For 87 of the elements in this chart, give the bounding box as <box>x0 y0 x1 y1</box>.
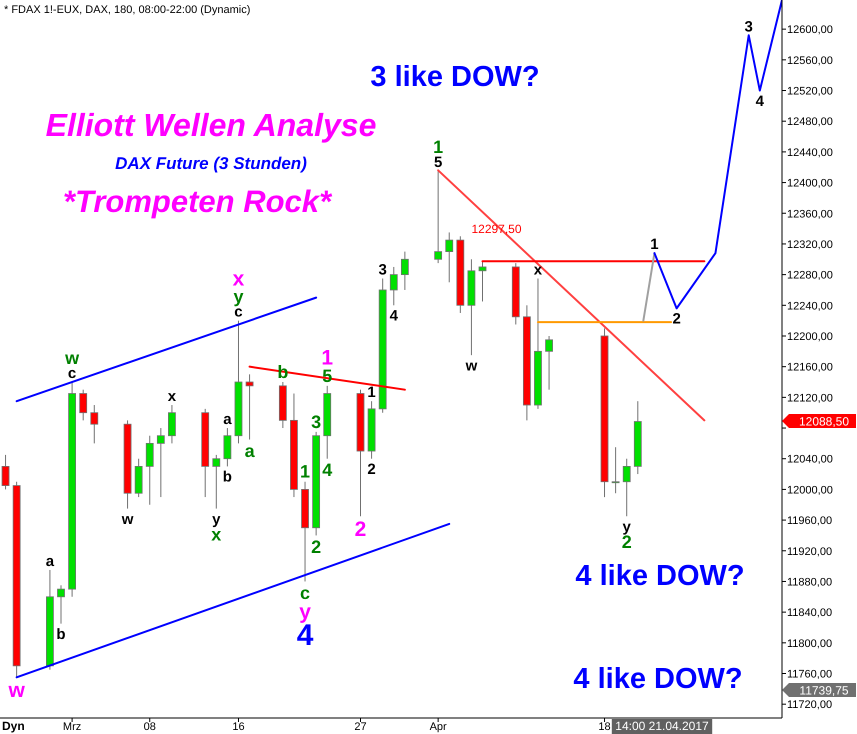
annotation: 1 <box>300 462 310 482</box>
annotation: b <box>222 468 232 486</box>
annotation: w <box>7 679 26 702</box>
annotation: 1 <box>433 136 444 157</box>
annotation: *Trompeten Rock* <box>62 184 334 219</box>
annotation: 4 like DOW? <box>573 663 743 695</box>
y-tick-label: 11840,00 <box>787 607 832 620</box>
annotation: w <box>120 510 134 528</box>
y-tick-label: 12280,00 <box>787 270 833 282</box>
y-tick-label: 12520,00 <box>787 86 833 98</box>
line-series <box>653 0 782 310</box>
candlestick <box>212 454 220 510</box>
candlestick <box>622 458 631 517</box>
annotation: a <box>46 552 55 570</box>
text: Elliott Wellen Analyse <box>46 107 376 143</box>
y-tick-label: 12240,00 <box>787 300 833 312</box>
annotation: 3 <box>744 18 753 36</box>
candlestick <box>223 428 232 467</box>
annotation: 4 <box>390 308 399 325</box>
candlestick <box>90 404 98 444</box>
annotation: x <box>168 388 177 406</box>
x-tick-label: Mrz <box>62 721 82 733</box>
text: 11739,75 <box>799 684 849 698</box>
x-tick-label: Apr <box>430 721 448 733</box>
annotation: 3 like DOW? <box>370 61 540 93</box>
x-tick-label: 27 <box>354 721 367 733</box>
annotation: 4 <box>756 92 765 110</box>
annotation: c <box>68 365 76 382</box>
y-tick-label: 12360,00 <box>787 208 833 220</box>
candlestick <box>400 251 409 290</box>
y-tick-label: 12200,00 <box>787 330 833 343</box>
candlestick <box>434 170 442 264</box>
annotation: * FDAX 1!-EUX, DAX, 180, 08:00-22:00 (Dynamic) <box>4 4 250 16</box>
annotation: a <box>223 411 232 428</box>
text: 12088,50 <box>798 414 850 428</box>
x-tick-label: 16 <box>232 721 245 733</box>
candlestick <box>146 435 154 506</box>
text: 14:00 21.04.2017 <box>615 719 710 733</box>
candlestick <box>57 584 65 624</box>
candlestick <box>156 428 165 498</box>
y-tick-label: 11760,00 <box>787 668 832 681</box>
candlestick <box>478 260 486 302</box>
y-tick-label: 12480,00 <box>787 116 833 128</box>
y-tick-label: 12600,00 <box>787 24 833 36</box>
annotation: 5 <box>434 154 442 172</box>
y-tick-label: 12440,00 <box>787 146 833 159</box>
annotation: 4 like DOW? <box>575 560 745 592</box>
y-tick-label: 11800,00 <box>787 638 832 650</box>
y-tick-label: 12160,00 <box>787 362 833 374</box>
y-tick-label: 11720,00 <box>787 699 832 712</box>
candlestick <box>168 404 176 444</box>
annotation: 1 <box>650 236 659 254</box>
y-tick-label: 12000,00 <box>787 484 833 496</box>
annotation: w <box>464 357 478 374</box>
annotation: w <box>64 348 80 368</box>
y-tick-label: 12120,00 <box>787 392 833 404</box>
annotation: 2 <box>672 310 681 328</box>
annotation: x <box>232 267 245 290</box>
candlestick <box>545 335 553 390</box>
x-tick-label: 08 <box>144 721 156 733</box>
text: Dyn <box>2 719 25 733</box>
y-tick-label: 12560,00 <box>787 54 833 67</box>
candlestick <box>445 232 454 283</box>
annotation: 2 <box>311 536 322 557</box>
y-tick-label: 11960,00 <box>787 515 832 528</box>
x-tick-label: 18 <box>598 721 611 733</box>
annotation: 1 <box>321 346 334 370</box>
annotation: a <box>244 441 256 462</box>
y-tick-label: 12400,00 <box>787 178 833 190</box>
candlestick <box>79 389 88 421</box>
annotation: c <box>300 582 310 603</box>
candlestick <box>246 374 254 440</box>
y-tick-label: 12320,00 <box>787 238 833 251</box>
y-tick-label: 11920,00 <box>787 546 832 558</box>
text: DAX Future (3 Stunden) <box>115 154 308 173</box>
y-tick-label: 12040,00 <box>787 454 833 466</box>
annotation: b <box>56 626 66 643</box>
annotation: x <box>534 261 543 278</box>
annotation: 3 <box>378 261 387 278</box>
annotation: 2 <box>354 518 366 542</box>
candlestick <box>390 266 398 306</box>
annotation: 1 <box>367 384 376 402</box>
annotation: 2 <box>367 460 376 478</box>
annotation: 4 <box>322 460 332 480</box>
y-tick-label: 11880,00 <box>787 576 832 588</box>
annotation: 3 <box>311 412 322 432</box>
candlestick <box>2 454 10 490</box>
